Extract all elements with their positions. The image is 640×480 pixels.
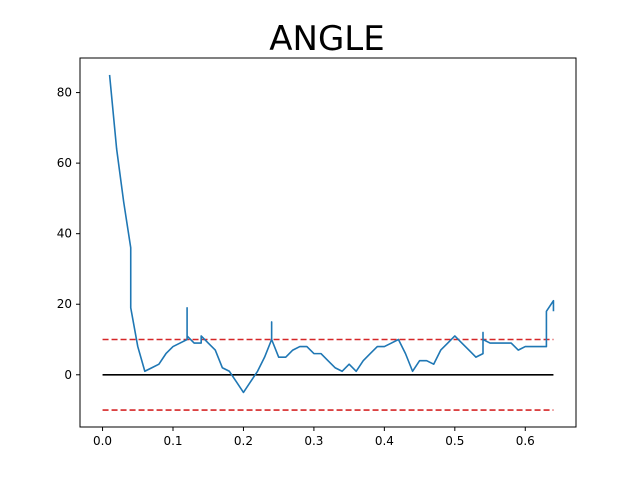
series-layer xyxy=(102,74,555,411)
series-line-0 xyxy=(108,74,555,394)
y-tick-label: 60 xyxy=(57,156,72,170)
x-tick-label: 0.6 xyxy=(516,434,535,448)
y-tick-label: 80 xyxy=(57,86,72,100)
x-tick-label: 0.1 xyxy=(163,434,182,448)
y-tick-label: 0 xyxy=(64,368,72,382)
plot-frame xyxy=(79,57,577,428)
x-tick-label: 0.2 xyxy=(234,434,253,448)
x-tick-label: 0.0 xyxy=(93,434,112,448)
x-tick-label: 0.3 xyxy=(304,434,323,448)
x-tick-label: 0.5 xyxy=(445,434,464,448)
x-tick-label: 0.4 xyxy=(375,434,394,448)
chart-title: ANGLE xyxy=(269,19,384,59)
y-tick-label: 40 xyxy=(57,227,72,241)
y-tick-label: 20 xyxy=(57,297,72,311)
axes-layer: 0.0 0.1 0.2 0.3 0.4 0.5 0.6 0 20 40 60 80 xyxy=(57,86,535,448)
